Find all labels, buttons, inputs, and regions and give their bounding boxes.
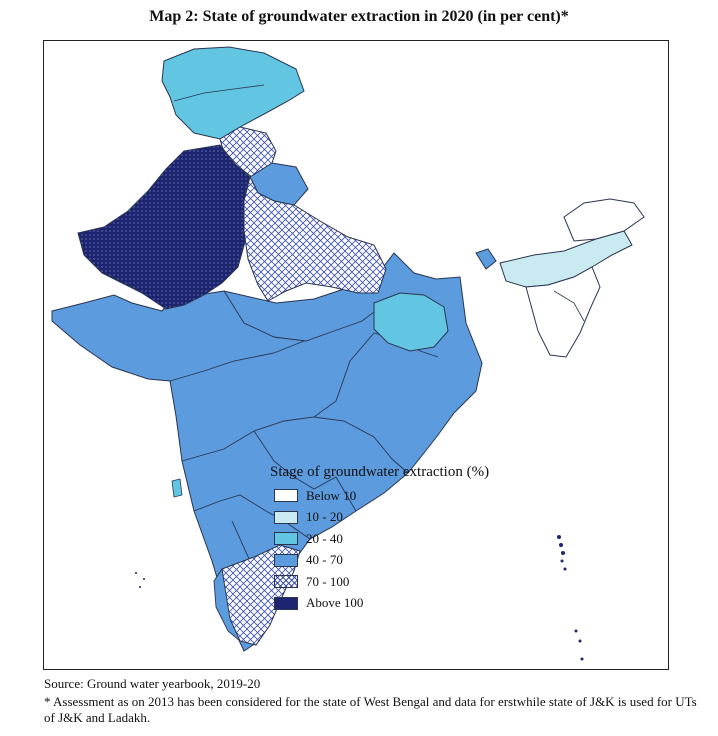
region-20-40-north [161, 46, 305, 140]
map-title: Map 2: State of groundwater extraction i… [149, 8, 569, 25]
swatch-below-10 [274, 489, 298, 503]
swatch-above-100 [274, 596, 298, 610]
region-above-100-rajasthan [77, 144, 251, 310]
legend-item-40-70: 40 - 70 [270, 550, 520, 572]
islands-andaman [557, 535, 584, 661]
region-below-10-northeast-south [525, 266, 601, 358]
map-frame [43, 40, 669, 670]
region-below-10-arunachal [563, 198, 645, 242]
border-northeast [553, 290, 585, 322]
india-map [51, 46, 645, 661]
islands-lakshadweep [135, 572, 145, 588]
swatch-70-100 [274, 575, 298, 589]
legend-item-70-100: 70 - 100 [270, 571, 520, 593]
legend-label: Below 10 [306, 487, 357, 503]
legend-label: 70 - 100 [306, 573, 350, 589]
region-40-70-mainland [51, 252, 483, 652]
region-20-40-goa [171, 478, 183, 498]
legend-label: Above 100 [306, 595, 364, 611]
legend-label: 20 - 40 [306, 530, 343, 546]
legend: Stage of groundwater extraction (%) Belo… [270, 464, 520, 614]
legend-item-above-100: Above 100 [270, 593, 520, 615]
legend-title: Stage of groundwater extraction (%) [270, 464, 490, 480]
footnote: * Assessment as on 2013 has been conside… [44, 694, 697, 725]
region-20-40-jharkhand [373, 292, 449, 352]
legend-item-10-20: 10 - 20 [270, 507, 520, 529]
region-40-70-sikkim [475, 248, 497, 270]
swatch-20-40 [274, 532, 298, 546]
legend-label: 40 - 70 [306, 552, 343, 568]
border-jk-ladakh [173, 84, 265, 102]
legend-item-20-40: 20 - 40 [270, 528, 520, 550]
swatch-10-20 [274, 510, 298, 524]
legend-item-below-10: Below 10 [270, 485, 520, 507]
region-40-70-kerala [213, 567, 241, 642]
source-text: Source: Ground water yearbook, 2019-20 [44, 676, 261, 691]
legend-label: 10 - 20 [306, 509, 343, 525]
swatch-40-70 [274, 553, 298, 567]
region-70-100-uttar-pradesh [243, 175, 387, 302]
region-10-20-assam [499, 230, 633, 288]
